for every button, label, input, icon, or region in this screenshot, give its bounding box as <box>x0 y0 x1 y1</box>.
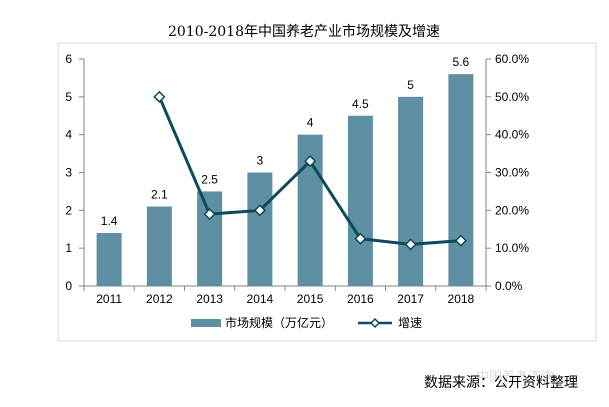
growth-point <box>404 238 417 251</box>
legend-label-bar: 市场规模（万亿元） <box>225 315 333 330</box>
legend-swatch-bar <box>191 319 221 327</box>
bar-data-label: 2.1 <box>151 188 168 202</box>
x-tick-label: 2013 <box>196 292 223 306</box>
bar <box>197 191 223 286</box>
bar-data-label: 4.5 <box>352 97 369 111</box>
y-tick-right-label: 40.0% <box>495 128 529 142</box>
bar-data-label: 3 <box>257 154 264 168</box>
bar <box>247 172 273 286</box>
x-tick-label: 2016 <box>347 292 374 306</box>
growth-point <box>354 232 367 245</box>
y-tick-right-label: 50.0% <box>495 90 529 104</box>
bar-data-label: 5 <box>407 78 414 92</box>
growth-point <box>253 204 266 217</box>
x-tick-label: 2015 <box>297 292 324 306</box>
y-tick-right-label: 20.0% <box>495 203 529 217</box>
bar <box>347 115 373 286</box>
legend-marker-line <box>369 317 381 329</box>
y-tick-left-label: 1 <box>65 241 72 255</box>
x-tick-label: 2011 <box>96 292 122 306</box>
y-tick-left-label: 2 <box>65 203 72 217</box>
growth-point <box>153 90 166 103</box>
y-tick-right-label: 0.0% <box>495 279 523 293</box>
bar-data-label: 2.5 <box>201 172 218 186</box>
growth-point <box>203 208 216 221</box>
y-tick-right-label: 30.0% <box>495 166 529 180</box>
legend: 市场规模（万亿元） 增速 <box>191 315 422 330</box>
bar <box>96 233 122 286</box>
y-tick-left-label: 6 <box>65 52 72 66</box>
legend-label-line: 增速 <box>398 316 422 330</box>
bar <box>448 74 474 286</box>
source-note: 数据来源：公开资料整理 <box>424 375 578 391</box>
bar <box>146 206 172 286</box>
bar-data-label: 5.6 <box>453 55 470 69</box>
x-tick-label: 2017 <box>397 292 424 306</box>
y-tick-left-label: 5 <box>65 90 72 104</box>
watermark: 中国养老咨询 <box>476 370 555 385</box>
bar-data-label: 1.4 <box>101 214 118 228</box>
y-tick-right-label: 10.0% <box>495 241 529 255</box>
chart-title: 2010-2018年中国养老产业市场规模及增速 <box>168 23 440 40</box>
x-tick-label: 2014 <box>247 292 274 306</box>
y-tick-left-label: 0 <box>65 279 72 293</box>
y-tick-left-label: 4 <box>65 128 72 142</box>
growth-point <box>304 155 317 168</box>
plot-area: 01234560.0%10.0%20.0%30.0%40.0%50.0%60.0… <box>65 52 529 306</box>
y-tick-left-label: 3 <box>65 166 72 180</box>
x-tick-label: 2012 <box>146 292 173 306</box>
bar <box>398 96 424 286</box>
growth-point <box>454 234 467 247</box>
x-tick-label: 2018 <box>448 292 475 306</box>
y-tick-right-label: 60.0% <box>495 52 529 66</box>
chart-frame <box>57 42 597 342</box>
bar-data-label: 4 <box>307 116 314 130</box>
